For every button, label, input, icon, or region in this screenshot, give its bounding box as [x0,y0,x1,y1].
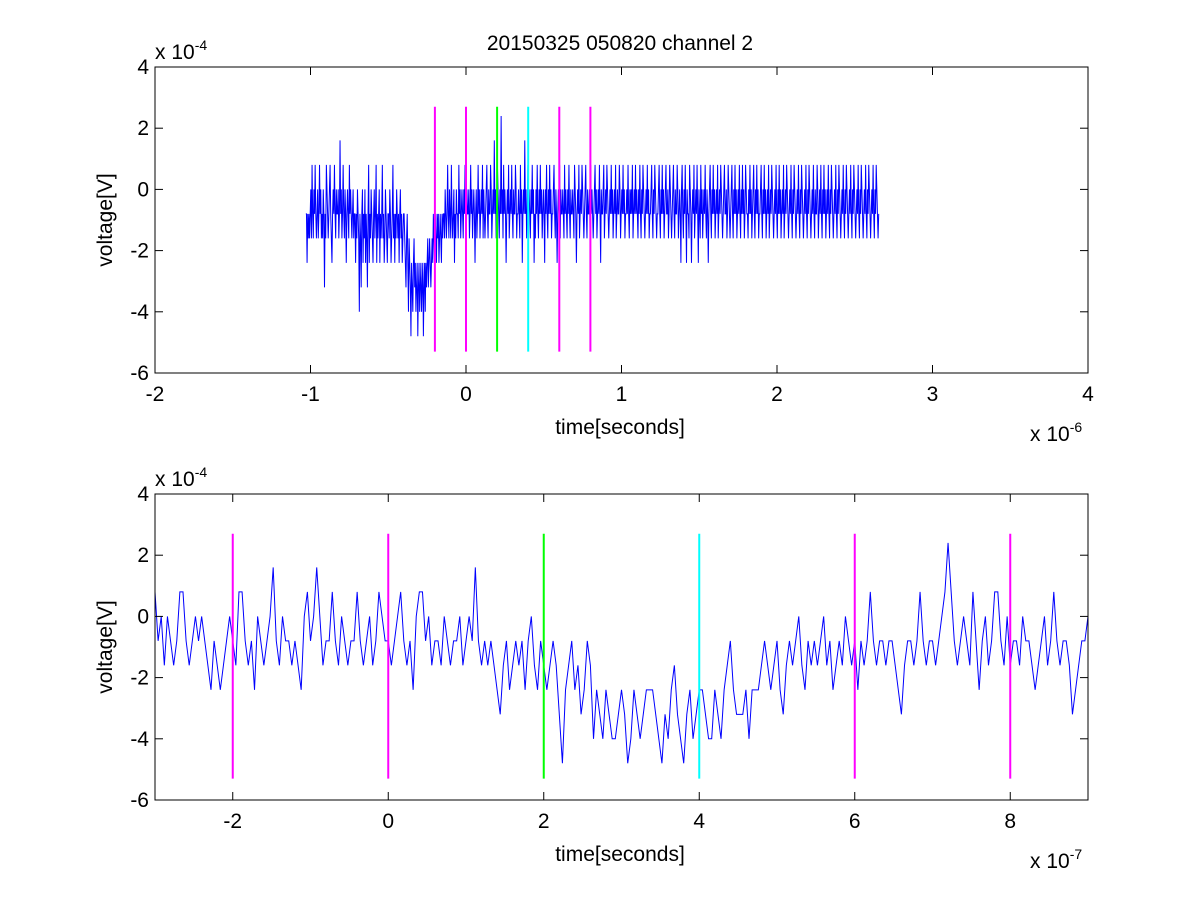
top-y-tick-label: 0 [137,178,149,201]
top-series-line-1 [305,115,880,337]
top-marker-layer [433,106,592,352]
bottom-x-tick-label: 6 [849,810,861,833]
top-x-axis-label: time[seconds] [555,416,685,439]
top-y-tick-label: 4 [137,56,149,79]
bottom-x-exponent-power: -7 [1070,846,1083,862]
bottom-x-axis-label: time[seconds] [555,843,685,866]
bottom-x-tick-label: 2 [538,810,550,833]
bottom-x-tick-label: 8 [1004,810,1016,833]
bottom-y-tick-label: 0 [137,605,149,628]
top-x-exponent-base: x 10 [1030,423,1070,446]
top-x-tick-label: 3 [927,383,939,406]
bottom-x-tick-label: 4 [693,810,705,833]
bottom-y-exponent: x 10-4 [155,464,207,491]
top-x-exponent: x 10-6 [1030,419,1082,446]
bottom-y-tick-label: -6 [130,789,149,812]
figure-title: 20150325 050820 channel 2 [487,32,753,55]
bottom-series-layer [154,542,1089,764]
top-x-tick-label: 2 [771,383,783,406]
bottom-y-axis-label: voltage[V] [94,600,117,693]
top-y-exponent-base: x 10 [155,41,195,64]
bottom-series-line-1 [154,542,1089,764]
bottom-y-tick-label: 4 [137,483,149,506]
bottom-y-tick-label: -4 [130,728,149,751]
bottom-x-exponent-base: x 10 [1030,850,1070,873]
bottom-axes-frame [154,493,1089,801]
bottom-x-tick-label: 0 [382,810,394,833]
top-y-tick-label: 2 [137,117,149,140]
top-y-tick-label: -4 [130,301,149,324]
bottom-y-exponent-power: -4 [195,464,208,480]
top-x-tick-label: -2 [146,383,165,406]
top-x-tick-label: 1 [616,383,628,406]
bottom-x-tick-label: -2 [223,810,242,833]
top-x-tick-label: 0 [460,383,472,406]
bottom-y-tick-label: 2 [137,544,149,567]
top-y-tick-label: -6 [130,362,149,385]
bottom-tick-layer: -2 0 2 4 6 8 -6 -4 -2 0 2 4 [130,483,1088,833]
bottom-x-exponent: x 10-7 [1030,846,1082,873]
top-y-exponent-power: -4 [195,37,208,53]
top-y-tick-label: -2 [130,240,149,263]
top-x-tick-label: -1 [301,383,320,406]
top-y-exponent: x 10-4 [155,37,207,64]
top-axes: -2 -1 0 1 2 3 4 -6 -4 -2 0 2 4 time[seconds] voltage… [94,37,1094,446]
top-y-axis-label: voltage[V] [94,173,117,266]
bottom-axes: -2 0 2 4 6 8 -6 -4 -2 0 2 4 time[seconds] voltage[V… [94,464,1089,873]
bottom-y-exponent-base: x 10 [155,468,195,491]
bottom-marker-layer [231,533,1012,779]
top-x-exponent-power: -6 [1070,419,1083,435]
top-tick-layer: -2 -1 0 1 2 3 4 -6 -4 -2 0 2 4 [130,56,1094,406]
bottom-y-tick-label: -2 [130,667,149,690]
top-x-tick-label: 4 [1082,383,1094,406]
top-series-layer [305,115,880,337]
